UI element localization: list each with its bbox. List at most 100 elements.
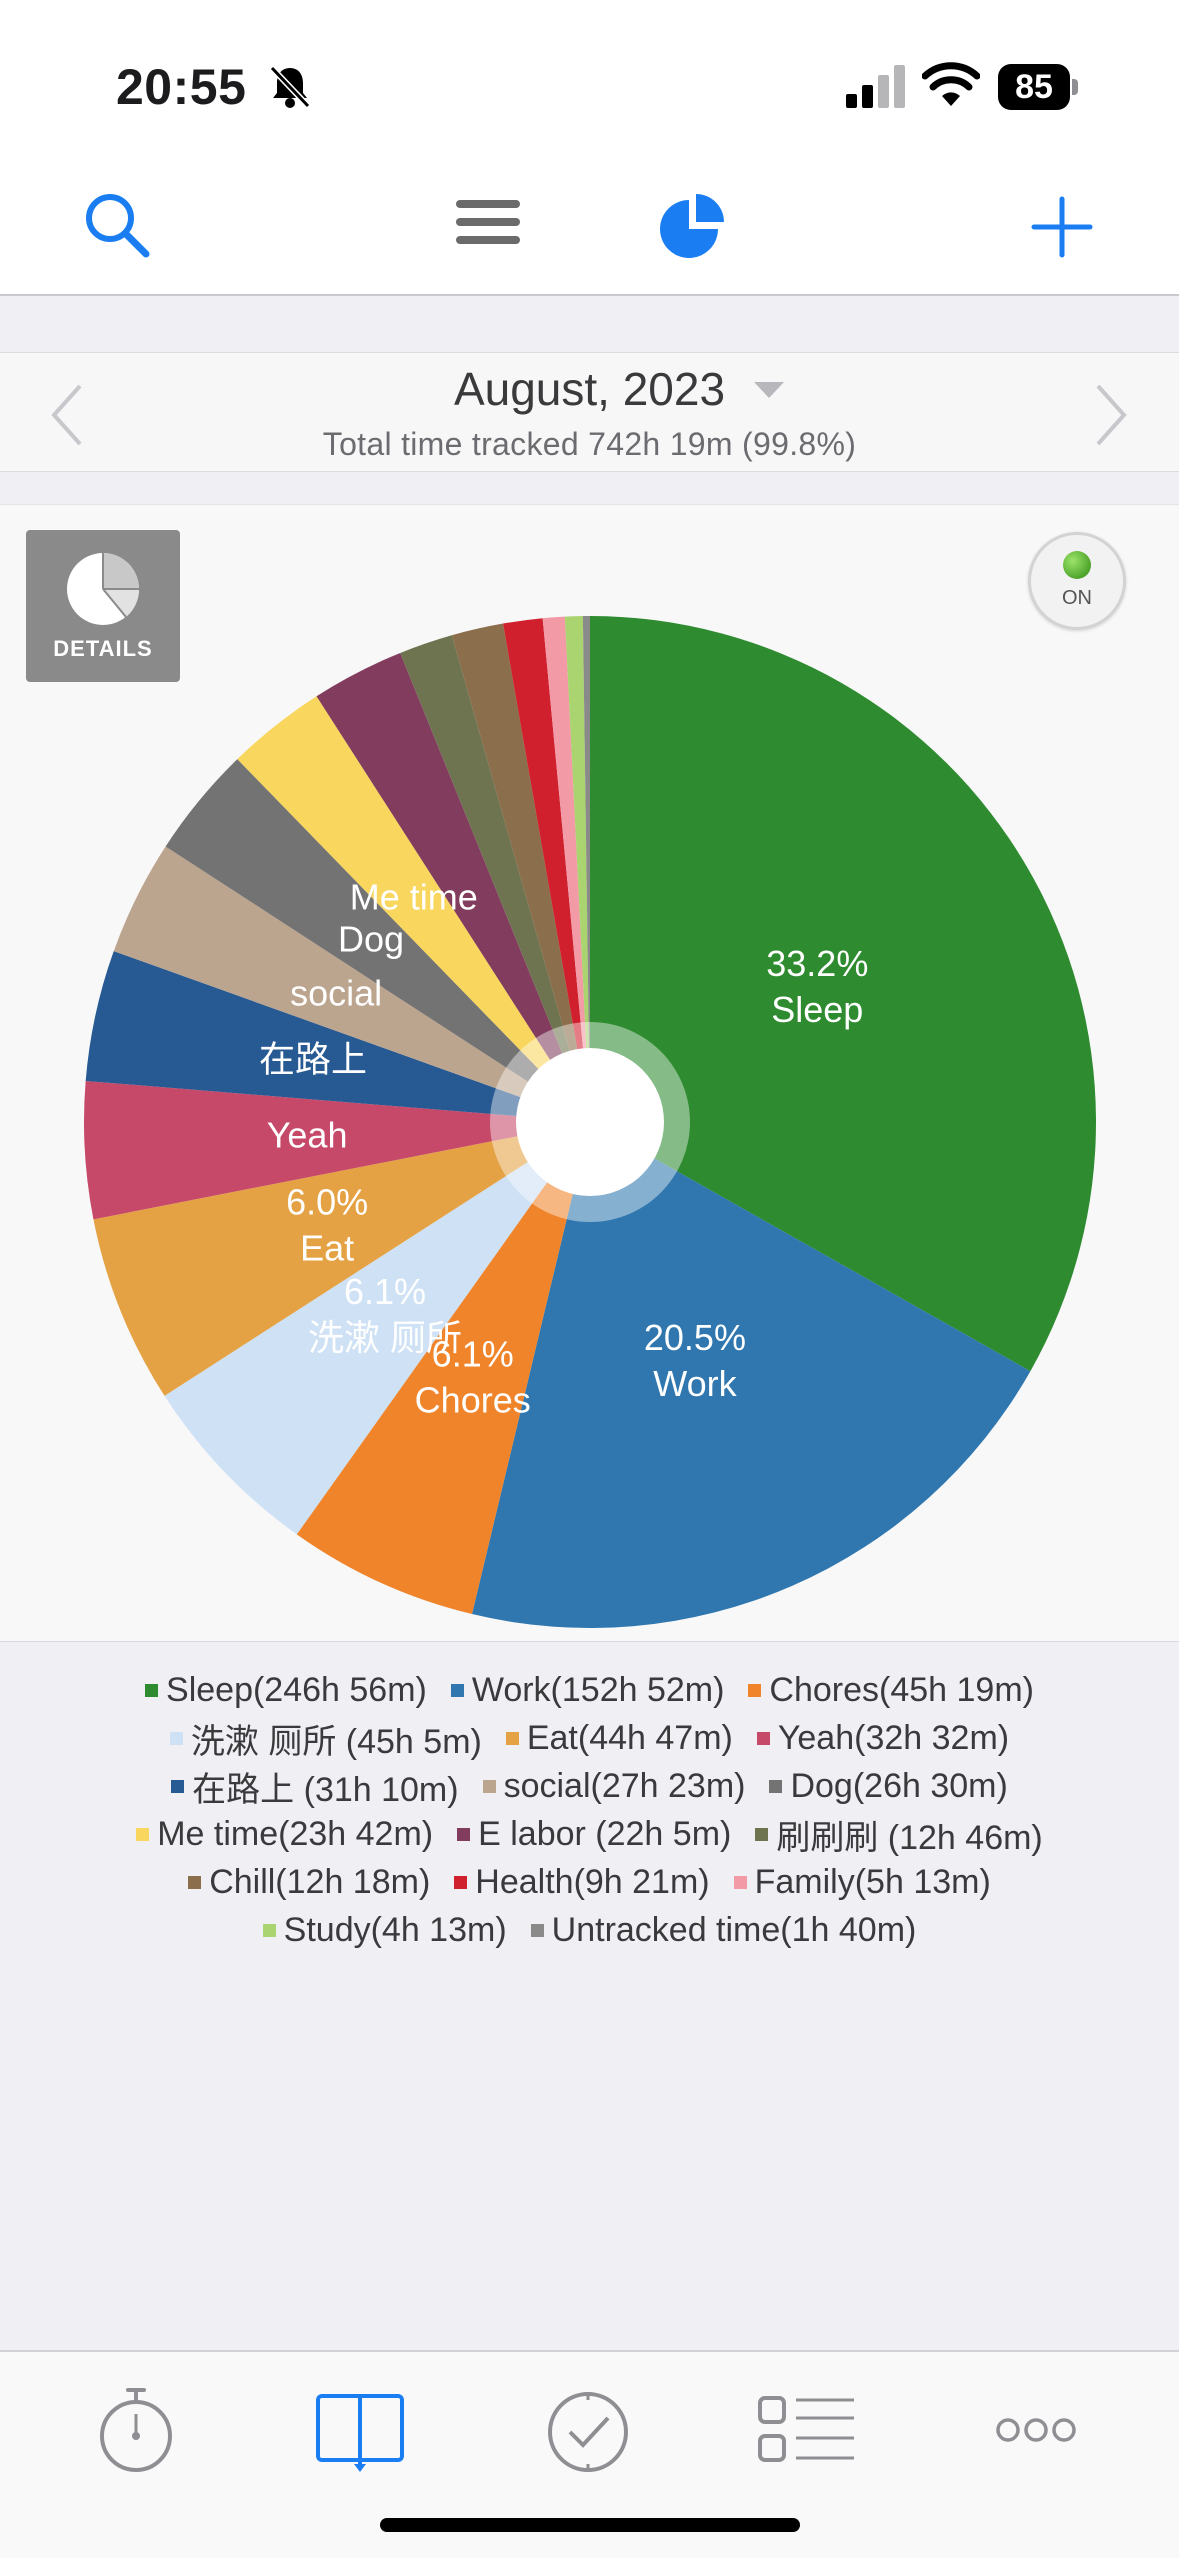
status-bar — [0, 0, 1179, 160]
legend-swatch — [262, 1923, 276, 1937]
slice-label-1-0: 20.5% — [644, 1317, 746, 1358]
legend-swatch — [505, 1731, 519, 1745]
legend-swatch — [171, 1779, 185, 1793]
slice-label-6-0: 在路上 — [259, 1039, 367, 1080]
pie-slice-14[interactable] — [542, 616, 590, 1122]
legend-item: social(27h 23m) — [482, 1766, 746, 1806]
wifi-icon — [922, 62, 980, 106]
legend-swatch — [756, 1731, 770, 1745]
pie-slice-15[interactable] — [564, 616, 590, 1122]
pie-details-icon — [67, 553, 140, 625]
legend-row: 洗漱 厕所 (45h 5m) Eat(44h 47m) Yeah(32h 32m) — [0, 1714, 1179, 1762]
bell-off-icon — [269, 65, 311, 109]
donut-hole — [516, 1048, 664, 1196]
on-toggle-button[interactable]: ON — [1028, 532, 1126, 630]
legend-swatch — [530, 1923, 544, 1937]
legend-swatch — [733, 1875, 747, 1889]
pie-slice-0[interactable] — [590, 616, 1096, 1372]
cellular-signal-icon — [846, 65, 905, 108]
status-light-icon — [1063, 551, 1091, 579]
legend-item: Sleep(246h 56m) — [145, 1671, 427, 1710]
month-selector[interactable]: August, 2023 — [0, 362, 1179, 416]
legend-row: Sleep(246h 56m) Work(152h 52m) Chores(45h … — [0, 1666, 1179, 1714]
legend-label: Health(9h 21m) — [475, 1862, 710, 1901]
book-icon[interactable] — [310, 2380, 410, 2480]
legend-label: social(27h 23m) — [503, 1766, 746, 1805]
legend-swatch — [454, 1875, 468, 1889]
pie-slice-9[interactable] — [237, 696, 590, 1122]
slice-label-7-0: social — [290, 973, 382, 1014]
chevron-left-icon[interactable] — [48, 380, 88, 450]
caret-down-icon[interactable] — [752, 380, 786, 400]
legend-label: Family(5h 13m) — [754, 1862, 991, 1901]
legend-swatch — [482, 1779, 496, 1793]
legend-item: 洗漱 厕所 (45h 5m) — [169, 1714, 482, 1763]
legend-label: E labor (22h 5m) — [478, 1814, 732, 1853]
legend-item: 在路上 (31h 10m) — [171, 1762, 459, 1811]
nav-bar — [0, 160, 1179, 296]
pie-slice-2[interactable] — [296, 1122, 590, 1615]
legend-label: Untracked time(1h 40m) — [551, 1910, 917, 1949]
pie-slice-1[interactable] — [471, 1122, 1031, 1629]
legend-row: 在路上 (31h 10m) social(27h 23m) Dog(26h 30m) — [0, 1762, 1179, 1810]
slice-label-1-1: Work — [653, 1363, 737, 1404]
pie-slice-11[interactable] — [400, 635, 590, 1122]
legend-label: Sleep(246h 56m) — [166, 1670, 427, 1709]
legend-item: Chores(45h 19m) — [748, 1671, 1034, 1710]
slice-label-2-0: 6.1% — [432, 1333, 514, 1374]
more-icon[interactable] — [986, 2380, 1086, 2480]
menu-icon[interactable] — [452, 194, 524, 250]
pie-slice-4[interactable] — [93, 1122, 590, 1396]
slice-label-0-0: 33.2% — [766, 943, 868, 984]
month-title-text: August, 2023 — [453, 363, 726, 415]
total-time-tracked: Total time tracked 742h 19m (99.8%) — [322, 426, 857, 462]
legend-label: 洗漱 厕所 (45h 5m) — [190, 1722, 482, 1761]
pie-slice-10[interactable] — [316, 652, 590, 1122]
slice-label-3-1: 洗漱 厕所 — [308, 1317, 462, 1358]
legend-item: 刷刷刷 (12h 46m) — [755, 1810, 1043, 1859]
legend-label: Eat(44h 47m) — [526, 1718, 733, 1757]
legend-label: Chores(45h 19m) — [769, 1670, 1034, 1709]
stopwatch-icon[interactable] — [86, 2380, 186, 2480]
pie-slice-7[interactable] — [113, 846, 591, 1122]
pie-slice-13[interactable] — [503, 618, 590, 1122]
add-icon[interactable] — [1030, 195, 1094, 259]
legend-label: Study(4h 13m) — [283, 1910, 507, 1949]
legend-item: Eat(44h 47m) — [505, 1718, 733, 1758]
home-indicator — [380, 2518, 800, 2532]
legend-item: Health(9h 21m) — [454, 1862, 710, 1902]
pie-slice-12[interactable] — [451, 623, 590, 1122]
list-icon[interactable] — [756, 2380, 856, 2480]
legend-item: Me time(23h 42m) — [136, 1815, 433, 1854]
chevron-right-icon[interactable] — [1090, 380, 1130, 450]
legend-label: Me time(23h 42m) — [157, 1814, 434, 1853]
slice-label-9-0: Me time — [350, 877, 478, 918]
details-button[interactable]: DETAILS — [26, 530, 180, 682]
legend-swatch — [169, 1731, 183, 1745]
legend-item: Dog(26h 30m) — [769, 1766, 1008, 1806]
pie-slice-16[interactable] — [582, 616, 590, 1122]
legend-swatch — [188, 1875, 202, 1889]
on-toggle-label: ON — [1062, 587, 1092, 609]
status-time: 20:55 — [116, 59, 247, 115]
clock-check-icon[interactable] — [538, 2380, 638, 2480]
legend-item: Study(4h 13m) — [262, 1910, 507, 1950]
search-icon[interactable] — [82, 190, 152, 260]
chart-legend: Sleep(246h 56m) Work(152h 52m) Chores(45h … — [0, 1666, 1179, 1954]
pie-chart-icon[interactable] — [656, 190, 728, 262]
legend-item: Untracked time(1h 40m) — [530, 1910, 917, 1950]
legend-item: Yeah(32h 32m) — [756, 1718, 1010, 1758]
legend-label: Dog(26h 30m) — [790, 1766, 1008, 1805]
pie-slice-3[interactable] — [164, 1122, 590, 1535]
legend-label: Work(152h 52m) — [471, 1670, 725, 1709]
slice-label-8-0: Dog — [338, 919, 404, 960]
slice-label-4-0: 6.0% — [286, 1181, 368, 1222]
legend-item: Family(5h 13m) — [733, 1862, 991, 1902]
slice-label-3-0: 6.1% — [344, 1271, 426, 1312]
details-label: DETAILS — [53, 636, 153, 661]
legend-label: Yeah(32h 32m) — [777, 1718, 1010, 1757]
pie-slice-6[interactable] — [85, 951, 591, 1122]
pie-slice-8[interactable] — [165, 759, 590, 1122]
pie-slice-5[interactable] — [84, 1080, 590, 1220]
